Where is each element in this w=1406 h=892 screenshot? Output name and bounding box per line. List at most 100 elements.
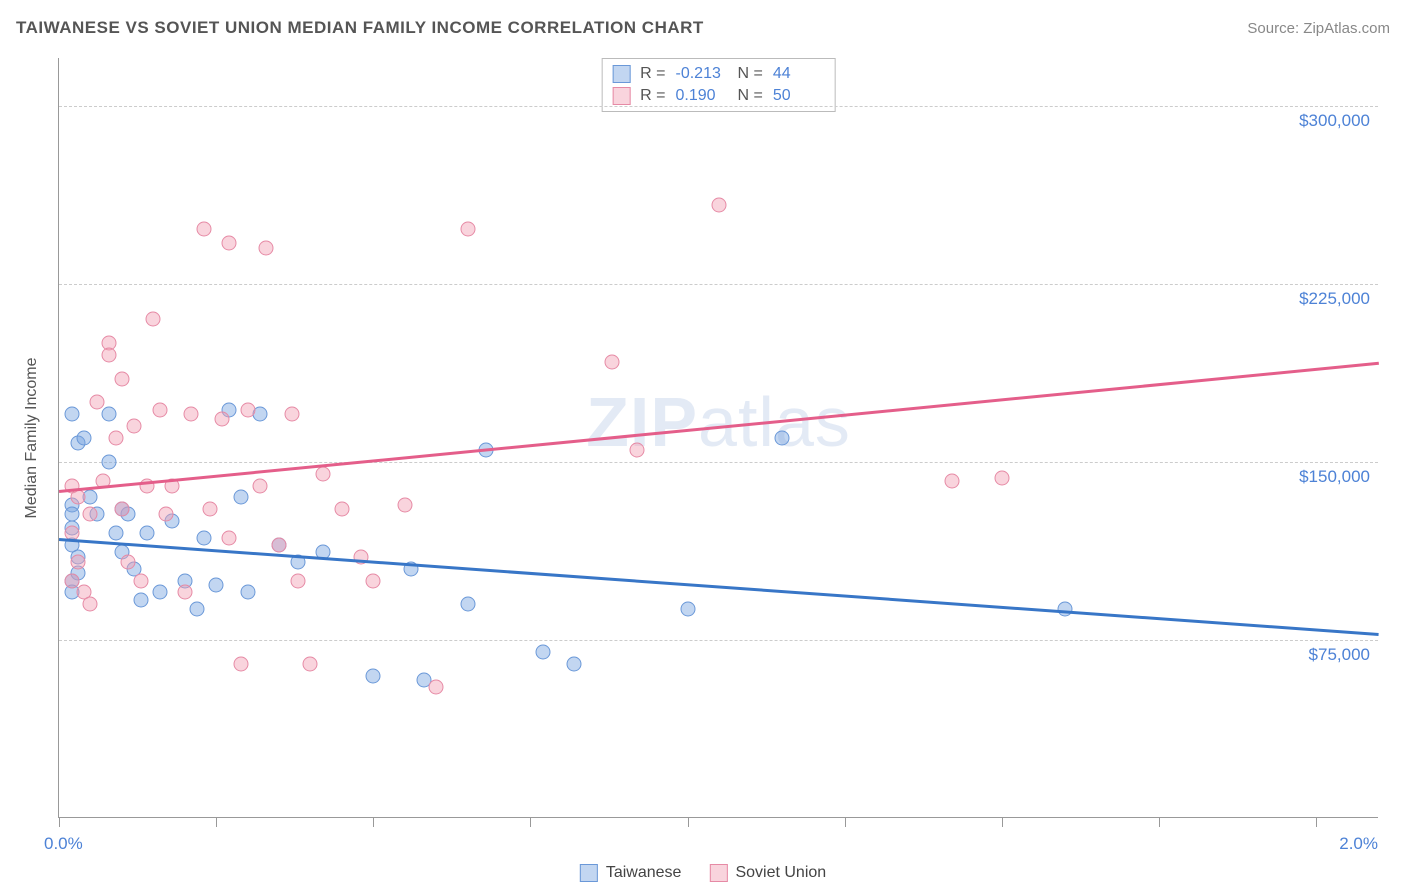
legend-label-taiwanese: Taiwanese	[606, 864, 682, 882]
watermark: ZIPatlas	[586, 382, 851, 462]
marker-soviet	[712, 198, 727, 213]
chart-title: TAIWANESE VS SOVIET UNION MEDIAN FAMILY …	[16, 18, 704, 38]
legend-swatch-soviet	[709, 864, 727, 882]
marker-soviet	[158, 507, 173, 522]
x-label-right: 2.0%	[1339, 834, 1378, 854]
marker-soviet	[630, 442, 645, 457]
marker-soviet	[994, 471, 1009, 486]
marker-taiwanese	[774, 431, 789, 446]
marker-taiwanese	[240, 585, 255, 600]
source-label: Source: ZipAtlas.com	[1247, 20, 1390, 37]
marker-soviet	[121, 554, 136, 569]
marker-soviet	[240, 402, 255, 417]
marker-soviet	[253, 478, 268, 493]
marker-soviet	[108, 431, 123, 446]
marker-soviet	[334, 502, 349, 517]
marker-soviet	[944, 473, 959, 488]
marker-soviet	[221, 530, 236, 545]
y-axis-title: Median Family Income	[23, 358, 41, 519]
plot-area: ZIPatlas R = -0.213 N = 44 R = 0.190 N =…	[58, 58, 1378, 818]
marker-soviet	[127, 419, 142, 434]
marker-soviet	[184, 407, 199, 422]
marker-soviet	[316, 466, 331, 481]
x-tick	[373, 817, 374, 827]
marker-soviet	[133, 573, 148, 588]
x-tick	[1316, 817, 1317, 827]
x-tick	[1159, 817, 1160, 827]
stats-row-1: R = -0.213 N = 44	[612, 63, 825, 85]
marker-soviet	[215, 412, 230, 427]
trend-line-soviet	[59, 362, 1379, 493]
marker-soviet	[102, 347, 117, 362]
gridline	[59, 106, 1378, 107]
marker-soviet	[114, 502, 129, 517]
x-tick	[845, 817, 846, 827]
marker-soviet	[196, 222, 211, 237]
marker-soviet	[177, 585, 192, 600]
x-tick	[216, 817, 217, 827]
y-tick-label: $150,000	[1299, 467, 1370, 487]
r-value-1: -0.213	[676, 65, 728, 83]
gridline	[59, 462, 1378, 463]
legend-item-taiwanese: Taiwanese	[580, 864, 682, 882]
marker-taiwanese	[133, 592, 148, 607]
marker-soviet	[290, 573, 305, 588]
marker-soviet	[303, 656, 318, 671]
marker-taiwanese	[102, 407, 117, 422]
marker-taiwanese	[102, 454, 117, 469]
marker-taiwanese	[366, 668, 381, 683]
marker-soviet	[259, 241, 274, 256]
marker-taiwanese	[64, 507, 79, 522]
marker-taiwanese	[209, 578, 224, 593]
chart-container: TAIWANESE VS SOVIET UNION MEDIAN FAMILY …	[0, 0, 1406, 892]
marker-soviet	[70, 554, 85, 569]
n-label-2: N =	[738, 87, 763, 105]
marker-soviet	[272, 537, 287, 552]
stats-row-2: R = 0.190 N = 50	[612, 85, 825, 107]
marker-taiwanese	[567, 656, 582, 671]
marker-taiwanese	[152, 585, 167, 600]
x-tick	[1002, 817, 1003, 827]
marker-taiwanese	[77, 431, 92, 446]
y-tick-label: $225,000	[1299, 289, 1370, 309]
marker-taiwanese	[460, 597, 475, 612]
n-value-1: 44	[773, 65, 825, 83]
legend-swatch-taiwanese	[580, 864, 598, 882]
marker-soviet	[429, 680, 444, 695]
x-tick	[59, 817, 60, 827]
n-value-2: 50	[773, 87, 825, 105]
stats-box: R = -0.213 N = 44 R = 0.190 N = 50	[601, 58, 836, 112]
marker-soviet	[397, 497, 412, 512]
swatch-taiwanese	[612, 65, 630, 83]
marker-soviet	[284, 407, 299, 422]
legend-label-soviet: Soviet Union	[735, 864, 826, 882]
source-link[interactable]: ZipAtlas.com	[1303, 20, 1390, 37]
marker-soviet	[605, 355, 620, 370]
r-value-2: 0.190	[676, 87, 728, 105]
y-tick-label: $75,000	[1309, 645, 1370, 665]
marker-soviet	[460, 222, 475, 237]
marker-taiwanese	[64, 407, 79, 422]
marker-soviet	[64, 573, 79, 588]
y-tick-label: $300,000	[1299, 111, 1370, 131]
marker-soviet	[152, 402, 167, 417]
marker-taiwanese	[196, 530, 211, 545]
marker-taiwanese	[234, 490, 249, 505]
r-label-2: R =	[640, 87, 665, 105]
bottom-legend: Taiwanese Soviet Union	[580, 864, 826, 882]
trend-line-taiwanese	[59, 538, 1379, 635]
r-label-1: R =	[640, 65, 665, 83]
marker-taiwanese	[140, 526, 155, 541]
swatch-soviet	[612, 87, 630, 105]
marker-soviet	[146, 312, 161, 327]
x-label-left: 0.0%	[44, 834, 83, 854]
source-prefix: Source:	[1247, 20, 1303, 37]
marker-soviet	[83, 597, 98, 612]
legend-item-soviet: Soviet Union	[709, 864, 826, 882]
x-tick	[530, 817, 531, 827]
marker-taiwanese	[190, 602, 205, 617]
n-label-1: N =	[738, 65, 763, 83]
marker-taiwanese	[536, 644, 551, 659]
marker-soviet	[221, 236, 236, 251]
marker-soviet	[83, 507, 98, 522]
